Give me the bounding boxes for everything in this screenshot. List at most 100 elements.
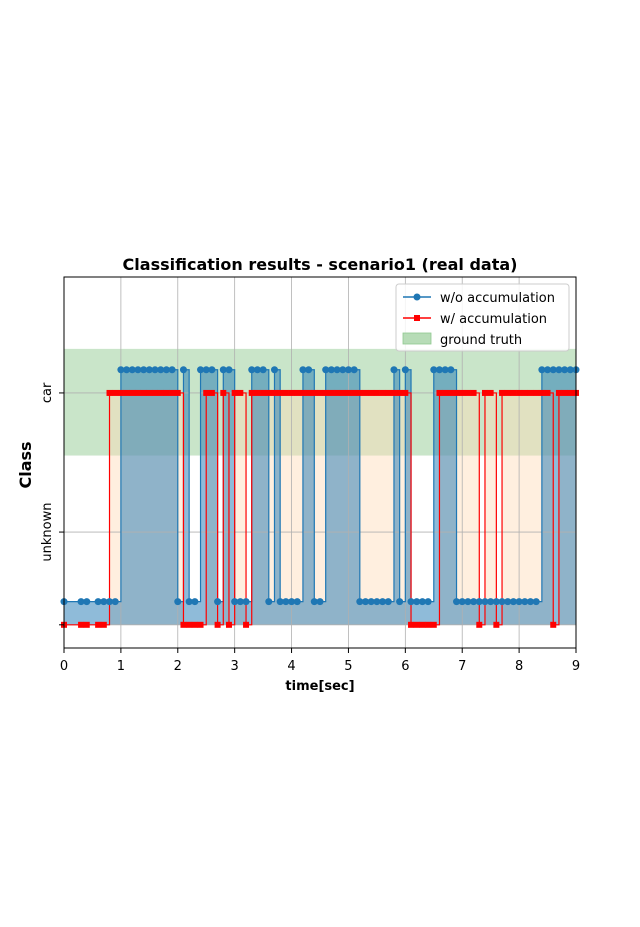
wo-accumulation-point: [356, 598, 364, 606]
w-accumulation-point: [288, 389, 295, 396]
wo-accumulation-point: [214, 598, 222, 606]
w-accumulation-point: [510, 389, 517, 396]
w-accumulation-point: [186, 621, 193, 628]
wo-accumulation-point: [509, 598, 517, 606]
w-accumulation-point: [254, 389, 261, 396]
wo-accumulation-point: [322, 366, 330, 374]
wo-accumulation-point: [157, 366, 165, 374]
w-accumulation-point: [271, 389, 278, 396]
wo-accumulation-point: [140, 366, 148, 374]
w-accumulation-point: [487, 389, 494, 396]
w-accumulation-point: [140, 389, 147, 396]
wo-accumulation-point: [424, 598, 432, 606]
w-accumulation-point: [203, 389, 210, 396]
w-accumulation-point: [248, 389, 255, 396]
w-accumulation-point: [459, 389, 466, 396]
w-accumulation-point: [516, 389, 523, 396]
w-accumulation-point: [191, 621, 198, 628]
wo-accumulation-point: [174, 598, 182, 606]
legend-swatch: [402, 332, 432, 345]
wo-accumulation-point: [276, 598, 284, 606]
w-accumulation-point: [390, 389, 397, 396]
wo-accumulation-point: [561, 366, 569, 374]
y-axis-label: Class: [16, 441, 35, 488]
wo-accumulation-point: [362, 598, 370, 606]
w-accumulation-point: [527, 389, 534, 396]
w-accumulation-point: [152, 389, 159, 396]
wo-accumulation-point: [515, 598, 523, 606]
wo-accumulation-point: [492, 598, 500, 606]
w-accumulation-point: [260, 389, 267, 396]
w-accumulation-point: [561, 389, 568, 396]
wo-accumulation-point: [435, 366, 443, 374]
w-accumulation-point: [499, 389, 506, 396]
w-accumulation-point: [78, 621, 85, 628]
x-tick-label: 4: [287, 659, 295, 674]
series-markers: [60, 366, 580, 628]
x-tick-label: 0: [60, 659, 68, 674]
chart-title: Classification results - scenario1 (real…: [123, 255, 518, 274]
w-accumulation-point: [117, 389, 124, 396]
wo-accumulation-point: [151, 366, 159, 374]
wo-accumulation-point: [418, 598, 426, 606]
wo-accumulation-point: [453, 598, 461, 606]
y-tick-label: unknown: [40, 503, 55, 562]
legend-label: w/ accumulation: [440, 312, 547, 327]
plot-frame: [63, 276, 577, 649]
w-accumulation-point: [106, 389, 113, 396]
x-tick-label: 6: [401, 659, 409, 674]
wo-accumulation-point: [236, 598, 244, 606]
wo-accumulation-point: [390, 366, 398, 374]
wo-accumulation-point: [310, 598, 318, 606]
wo-accumulation-point: [498, 598, 506, 606]
wo-accumulation-point: [379, 598, 387, 606]
wo-accumulation-point: [208, 366, 216, 374]
w-accumulation-point: [362, 389, 369, 396]
wo-accumulation-point: [191, 598, 199, 606]
w-accumulation-point: [425, 621, 432, 628]
x-tick-label: 2: [174, 659, 182, 674]
w-accumulation-point: [481, 389, 488, 396]
w-accumulation-point: [328, 389, 335, 396]
w-accumulation-point: [419, 621, 426, 628]
wo-accumulation-point: [270, 366, 278, 374]
area-fills: [64, 369, 576, 625]
w-accumulation-point: [430, 621, 437, 628]
w-accumulation-point: [544, 389, 551, 396]
w-accumulation-point: [373, 389, 380, 396]
w-accumulation-point: [339, 389, 346, 396]
w-accumulation-point: [351, 389, 358, 396]
wo-accumulation-point: [344, 366, 352, 374]
wo-accumulation-point: [504, 598, 512, 606]
w-accumulation-point: [225, 621, 232, 628]
w-accumulation-point: [447, 389, 454, 396]
wo-accumulation-point: [532, 598, 540, 606]
wo-accumulation-point: [242, 598, 250, 606]
x-tick-label: 7: [458, 659, 466, 674]
legend-label: w/o accumulation: [440, 291, 555, 306]
wo-accumulation-point: [566, 366, 574, 374]
w-accumulation-point: [197, 621, 204, 628]
w-accumulation-point: [379, 389, 386, 396]
legend: w/o accumulation w/ accumulation ground …: [395, 283, 570, 352]
w-accumulation-point: [129, 389, 136, 396]
w-accumulation-point: [282, 389, 289, 396]
wo-accumulation-point: [549, 366, 557, 374]
legend-label: ground truth: [440, 333, 522, 348]
w-accumulation-point: [521, 389, 528, 396]
w-accumulation-point: [134, 389, 141, 396]
wo-accumulation-point: [293, 598, 301, 606]
wo-accumulation-point: [367, 598, 375, 606]
wo-accumulation-point: [373, 598, 381, 606]
wo-accumulation-point: [259, 366, 267, 374]
wo-accumulation-point: [544, 366, 552, 374]
wo-accumulation-point: [481, 598, 489, 606]
w-accumulation-point: [385, 389, 392, 396]
w-accumulation-point: [402, 389, 409, 396]
w-accumulation-point: [174, 389, 181, 396]
x-tick-label: 3: [231, 659, 239, 674]
w-accumulation-point: [265, 389, 272, 396]
wo-accumulation-point: [225, 366, 233, 374]
w-accumulation-point: [243, 621, 250, 628]
w-accumulation-point: [408, 621, 415, 628]
